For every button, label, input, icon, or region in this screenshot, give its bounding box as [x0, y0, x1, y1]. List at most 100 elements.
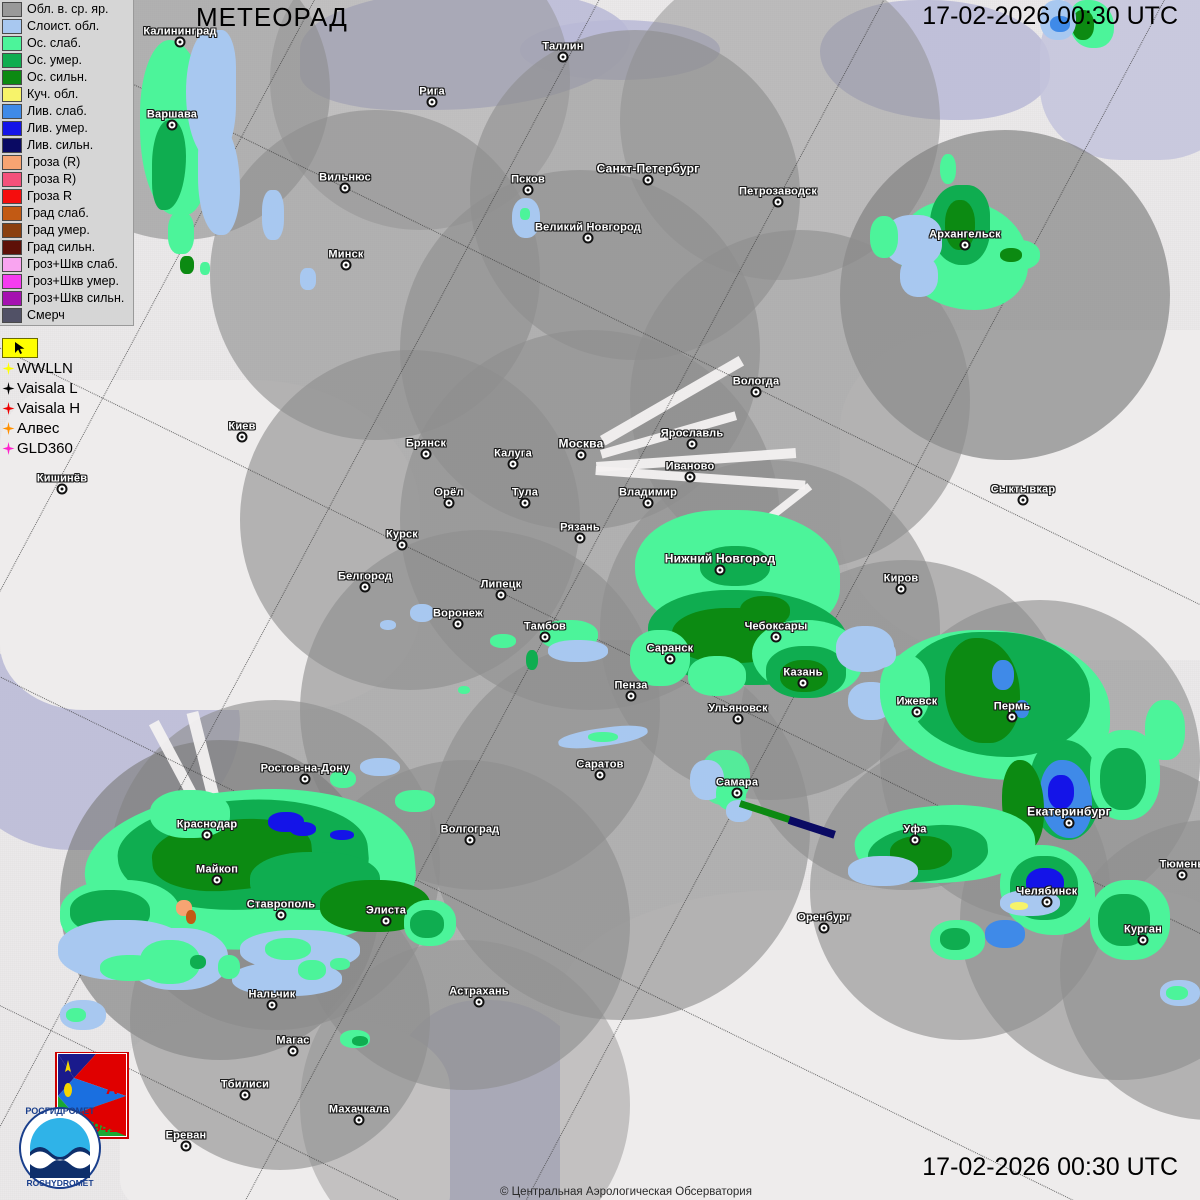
- city-marker[interactable]: Нальчик: [249, 989, 295, 1011]
- city-marker[interactable]: Чебоксары: [745, 621, 807, 643]
- city-marker[interactable]: Саранск: [647, 643, 693, 665]
- legend-row[interactable]: Гроза R): [0, 171, 133, 188]
- legend-row[interactable]: Град умер.: [0, 222, 133, 239]
- city-marker[interactable]: Астрахань: [449, 986, 509, 1008]
- city-marker[interactable]: Нижний Новгород: [665, 552, 775, 576]
- city-marker[interactable]: Уфа: [903, 824, 926, 846]
- city-label: Ростов-на-Дону: [260, 762, 350, 775]
- legend-row[interactable]: Куч. обл.: [0, 86, 133, 103]
- city-marker[interactable]: Самара: [716, 777, 758, 799]
- city-marker[interactable]: Иваново: [666, 461, 714, 483]
- city-marker[interactable]: Магас: [276, 1035, 309, 1057]
- legend-row[interactable]: Слоист. обл.: [0, 18, 133, 35]
- city-marker[interactable]: Псков: [511, 174, 545, 196]
- precip-blob: [900, 255, 938, 297]
- city-label: Тамбов: [523, 620, 567, 633]
- radar-cursor-icon[interactable]: [2, 338, 38, 358]
- city-marker[interactable]: Киров: [884, 573, 918, 595]
- city-marker[interactable]: Волгоград: [441, 824, 499, 846]
- network-legend-label: Vaisala H: [17, 399, 81, 417]
- city-marker[interactable]: Брянск: [406, 438, 446, 460]
- precip-blob: [410, 910, 444, 938]
- legend-label: Лив. сильн.: [27, 138, 94, 152]
- city-marker[interactable]: Сыктывкар: [991, 484, 1055, 506]
- legend-row[interactable]: Лив. слаб.: [0, 103, 133, 120]
- city-dot-icon: [1006, 711, 1018, 723]
- legend-row[interactable]: Ос. слаб.: [0, 35, 133, 52]
- city-marker[interactable]: Екатеринбург: [1027, 805, 1111, 829]
- legend-row[interactable]: Гроза R: [0, 188, 133, 205]
- city-marker[interactable]: Липецк: [481, 579, 521, 601]
- network-legend-row: Алвес: [0, 418, 90, 438]
- city-marker[interactable]: Челябинск: [1017, 886, 1077, 908]
- city-marker[interactable]: Варшава: [147, 109, 197, 131]
- city-marker[interactable]: Ростов-на-Дону: [261, 763, 349, 785]
- city-marker[interactable]: Воронеж: [433, 608, 483, 630]
- network-legend-row: GLD360: [0, 438, 90, 458]
- legend-label: Ос. сильн.: [27, 70, 88, 84]
- city-dot-icon: [275, 909, 287, 921]
- city-label: Курган: [1124, 923, 1162, 936]
- city-marker[interactable]: Вильнюс: [319, 172, 371, 194]
- legend-row[interactable]: Ос. сильн.: [0, 69, 133, 86]
- precip-blob: [186, 910, 196, 924]
- roshydromet-logo: РОСГИДРОМЕТ ROSHYDROMET: [19, 1106, 101, 1189]
- precipitation-legend[interactable]: Обл. в. ср. яр. Слоист. обл. Ос. слаб. Ос. …: [0, 0, 134, 326]
- legend-row[interactable]: Гроза (R): [0, 154, 133, 171]
- city-marker[interactable]: Тбилиси: [221, 1079, 269, 1101]
- city-marker[interactable]: Санкт-Петербург: [597, 162, 699, 186]
- city-marker[interactable]: Рязань: [560, 522, 600, 544]
- city-marker[interactable]: Белгород: [338, 571, 392, 593]
- city-marker[interactable]: Краснодар: [177, 819, 237, 841]
- city-marker[interactable]: Великий Новгород: [535, 222, 641, 244]
- city-marker[interactable]: Пермь: [994, 701, 1030, 723]
- legend-row[interactable]: Ос. умер.: [0, 52, 133, 69]
- legend-row[interactable]: Гроз+Шкв слаб.: [0, 256, 133, 273]
- city-marker[interactable]: Петрозаводск: [739, 186, 817, 208]
- city-marker[interactable]: Оренбург: [797, 912, 851, 934]
- city-marker[interactable]: Таллин: [542, 41, 583, 63]
- city-dot-icon: [797, 677, 809, 689]
- legend-row[interactable]: Град сильн.: [0, 239, 133, 256]
- city-marker[interactable]: Тула: [512, 487, 538, 509]
- city-marker[interactable]: Минск: [328, 249, 363, 271]
- city-dot-icon: [201, 829, 213, 841]
- city-marker[interactable]: Москва: [559, 437, 603, 461]
- city-marker[interactable]: Орёл: [434, 487, 463, 509]
- city-label: Минск: [328, 248, 364, 261]
- legend-row[interactable]: Обл. в. ср. яр.: [0, 1, 133, 18]
- city-marker[interactable]: Майкоп: [196, 864, 238, 886]
- city-marker[interactable]: Ульяновск: [708, 703, 768, 725]
- legend-row[interactable]: Град слаб.: [0, 205, 133, 222]
- city-marker[interactable]: Пенза: [614, 680, 647, 702]
- city-marker[interactable]: Архангельск: [929, 229, 1001, 251]
- city-marker[interactable]: Кишинёв: [37, 473, 87, 495]
- legend-row[interactable]: Лив. сильн.: [0, 137, 133, 154]
- city-marker[interactable]: Ереван: [166, 1130, 206, 1152]
- legend-row[interactable]: Смерч: [0, 307, 133, 324]
- city-marker[interactable]: Ижевск: [897, 696, 937, 718]
- legend-label: Гроза (R): [27, 155, 81, 169]
- city-marker[interactable]: Курск: [386, 529, 418, 551]
- city-marker[interactable]: Ставрополь: [247, 899, 315, 921]
- legend-row[interactable]: Лив. умер.: [0, 120, 133, 137]
- city-marker[interactable]: Махачкала: [329, 1104, 389, 1126]
- city-marker[interactable]: Элиста: [366, 905, 406, 927]
- legend-label: Обл. в. ср. яр.: [27, 2, 109, 16]
- legend-row[interactable]: Гроз+Шкв умер.: [0, 273, 133, 290]
- city-marker[interactable]: Саратов: [576, 759, 623, 781]
- city-marker[interactable]: Киев: [228, 421, 255, 443]
- city-marker[interactable]: Курган: [1124, 924, 1162, 946]
- city-marker[interactable]: Калуга: [494, 448, 532, 470]
- city-marker[interactable]: Владимир: [619, 487, 677, 509]
- city-marker[interactable]: Тамбов: [524, 621, 566, 643]
- city-marker[interactable]: Казань: [783, 667, 822, 689]
- city-marker[interactable]: Вологда: [733, 376, 779, 398]
- city-marker[interactable]: Ярославль: [661, 428, 723, 450]
- city-marker[interactable]: Калининград: [143, 26, 216, 48]
- city-marker[interactable]: Тюмень: [1160, 859, 1200, 881]
- city-marker[interactable]: Рига: [419, 86, 445, 108]
- legend-label: Гроз+Шкв слаб.: [27, 257, 119, 271]
- legend-row[interactable]: Гроз+Шкв сильн.: [0, 290, 133, 307]
- legend-label: Гроз+Шкв умер.: [27, 274, 119, 288]
